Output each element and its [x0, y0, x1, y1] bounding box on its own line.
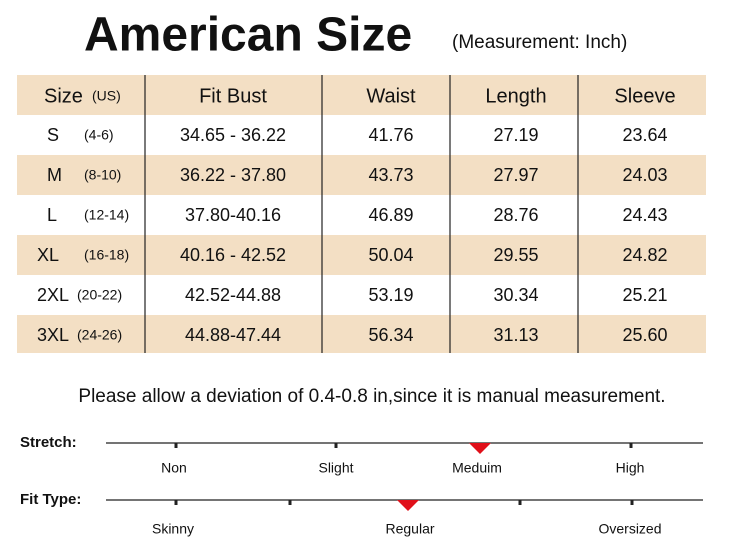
scale-label: Fit Type:: [20, 491, 81, 508]
size-cell: 2XL: [37, 285, 69, 305]
row-bg: [17, 315, 706, 353]
size-cell: L: [47, 205, 57, 225]
value-cell: 53.19: [368, 285, 413, 305]
value-cell: 27.19: [493, 125, 538, 145]
scale-tick: [629, 443, 633, 448]
value-cell: 43.73: [368, 165, 413, 185]
note: Please allow a deviation of 0.4-0.8 in,s…: [78, 386, 665, 407]
row-bg: [17, 235, 706, 275]
size-cell: 3XL: [37, 325, 69, 345]
size-cell: S: [47, 125, 59, 145]
title: American Size: [84, 9, 412, 62]
value-cell: 31.13: [493, 325, 538, 345]
scale-option: Skinny: [152, 521, 194, 537]
scale-option: Regular: [385, 521, 434, 537]
fit-marker: [397, 500, 419, 511]
value-cell: 24.43: [622, 205, 667, 225]
value-cell: 56.34: [368, 325, 413, 345]
scale-option: Meduim: [452, 460, 502, 476]
size-range-cell: (20-22): [77, 287, 122, 303]
scale-tick: [288, 500, 292, 505]
size-range-cell: (8-10): [84, 167, 121, 183]
value-cell: 30.34: [493, 285, 538, 305]
column-header: Size: [44, 85, 83, 107]
size-cell: XL: [37, 245, 59, 265]
value-cell: 25.60: [622, 325, 667, 345]
value-cell: 24.82: [622, 245, 667, 265]
value-cell: 40.16 - 42.52: [180, 245, 286, 265]
scale-tick: [518, 500, 522, 505]
value-cell: 23.64: [622, 125, 667, 145]
value-cell: 36.22 - 37.80: [180, 165, 286, 185]
scale-label: Stretch:: [20, 434, 77, 451]
scale-option: Slight: [318, 460, 353, 476]
scale-option: High: [616, 460, 645, 476]
subtitle: (Measurement: Inch): [452, 32, 627, 53]
value-cell: 25.21: [622, 285, 667, 305]
value-cell: 27.97: [493, 165, 538, 185]
column-header: Fit Bust: [199, 85, 267, 107]
scale-option: Oversized: [598, 521, 661, 537]
column-header: Length: [485, 85, 546, 107]
value-cell: 50.04: [368, 245, 413, 265]
row-bg: [17, 155, 706, 195]
column-header-note: (US): [92, 88, 121, 104]
scale-option: Non: [161, 460, 187, 476]
size-range-cell: (12-14): [84, 207, 129, 223]
size-range-cell: (4-6): [84, 127, 114, 143]
value-cell: 24.03: [622, 165, 667, 185]
value-cell: 44.88-47.44: [185, 325, 281, 345]
value-cell: 42.52-44.88: [185, 285, 281, 305]
value-cell: 28.76: [493, 205, 538, 225]
value-cell: 37.80-40.16: [185, 205, 281, 225]
column-header: Sleeve: [614, 85, 675, 107]
size-cell: M: [47, 165, 62, 185]
scale-tick: [334, 443, 338, 448]
value-cell: 34.65 - 36.22: [180, 125, 286, 145]
value-cell: 46.89: [368, 205, 413, 225]
value-cell: 41.76: [368, 125, 413, 145]
scale-tick: [174, 443, 178, 448]
scale-tick: [630, 500, 634, 505]
value-cell: 29.55: [493, 245, 538, 265]
header-row-bg: [17, 75, 706, 115]
stretch-marker: [469, 443, 491, 454]
scale-tick: [174, 500, 178, 505]
size-range-cell: (24-26): [77, 327, 122, 343]
column-header: Waist: [366, 85, 416, 107]
size-range-cell: (16-18): [84, 247, 129, 263]
